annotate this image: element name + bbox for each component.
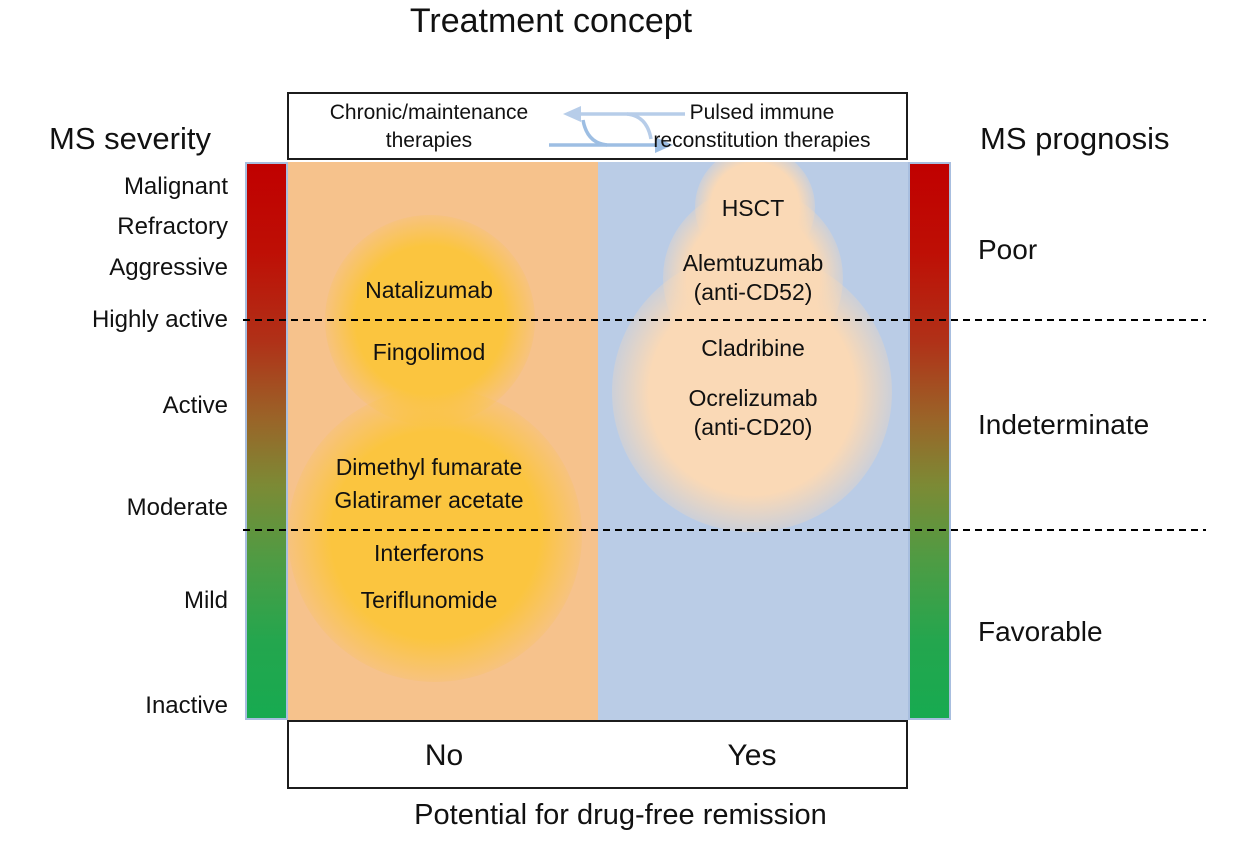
dashed-line-highly-active-threshold (243, 319, 1206, 321)
drug-label-cladribine: Cladribine (701, 335, 805, 361)
drug-label-ocrelizumab: Ocrelizumab (688, 385, 818, 411)
bottom-axis-title: Potential for drug-free remission (414, 799, 827, 831)
pulsed-drug-blob-lower (612, 252, 892, 532)
remission-box: No Yes (287, 720, 908, 789)
drug-label-glatiramer-acetate: Glatiramer acetate (334, 487, 524, 513)
chronic-drug-blob-lower (288, 388, 582, 682)
pulsed-therapies-label: Pulsed immune reconstitution therapies (653, 101, 871, 152)
drug-label-interferons: Interferons (374, 540, 484, 566)
prognosis-label-poor: Poor (978, 234, 1038, 265)
severity-label-mild: Mild (183, 587, 228, 614)
remission-option-yes: Yes (727, 739, 777, 772)
drug-label-anti-cd52: (anti-CD52) (693, 279, 813, 305)
prognosis-gradient-bar (908, 162, 951, 720)
drug-label-hsct: HSCT (721, 195, 785, 221)
chronic-therapies-panel: Natalizumab Fingolimod Dimethyl fumarate… (288, 162, 598, 720)
ms-severity-title: MS severity (49, 121, 211, 156)
drug-label-anti-cd20: (anti-CD20) (693, 414, 813, 440)
figure-title: Treatment concept (409, 2, 693, 40)
drug-label-fingolimod: Fingolimod (372, 339, 486, 365)
dashed-line-moderate-threshold (243, 529, 1206, 531)
severity-gradient-bar (245, 162, 288, 720)
severity-label-refractory: Refractory (117, 213, 228, 240)
drug-label-natalizumab: Natalizumab (365, 277, 493, 303)
prognosis-label-indeterminate: Indeterminate (978, 409, 1150, 440)
severity-label-highly-active: Highly active (91, 306, 228, 333)
severity-label-aggressive: Aggressive (109, 254, 228, 281)
severity-label-active: Active (162, 392, 228, 419)
pulsed-therapies-panel: HSCT Alemtuzumab (anti-CD52) Cladribine … (598, 162, 908, 720)
swap-arrows-icon (549, 106, 685, 153)
remission-option-no: No (424, 739, 464, 772)
drug-label-teriflunomide: Teriflunomide (360, 587, 498, 613)
severity-label-moderate: Moderate (126, 494, 228, 521)
chronic-therapies-label: Chronic/maintenance therapies (329, 101, 529, 152)
treatment-concept-box: Chronic/maintenance therapies Pulsed imm… (287, 92, 908, 160)
severity-label-inactive: Inactive (145, 692, 228, 719)
drug-label-dimethyl-fumarate: Dimethyl fumarate (335, 454, 523, 480)
prognosis-label-favorable: Favorable (978, 616, 1103, 647)
ms-prognosis-title: MS prognosis (980, 121, 1170, 156)
drug-label-alemtuzumab: Alemtuzumab (682, 250, 824, 276)
severity-label-malignant: Malignant (123, 173, 228, 200)
